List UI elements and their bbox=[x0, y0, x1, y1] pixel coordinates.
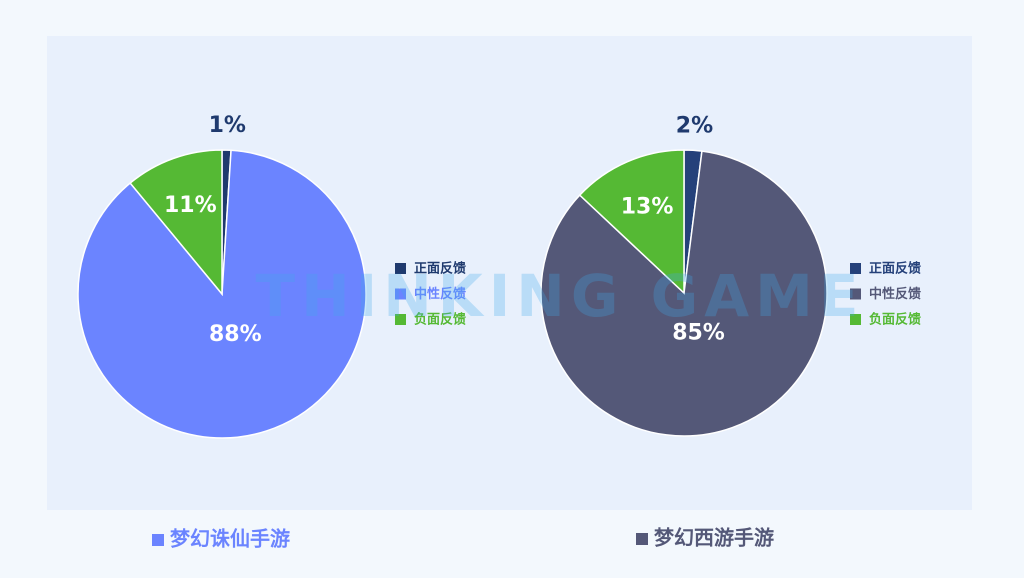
chart-title: 梦幻诛仙手游 bbox=[170, 527, 290, 551]
legend-swatch bbox=[850, 314, 861, 325]
watermark: THINKING GAME bbox=[256, 262, 865, 330]
chart-title: 梦幻西游手游 bbox=[654, 526, 774, 550]
slice-label: 11% bbox=[164, 193, 217, 218]
legend-label: 中性反馈 bbox=[869, 286, 921, 302]
slice-label: 88% bbox=[209, 322, 262, 347]
pie-slice bbox=[129, 149, 223, 297]
slice-label: 1% bbox=[209, 113, 246, 138]
legend-swatch bbox=[850, 263, 861, 274]
title-marker bbox=[636, 533, 648, 545]
legend-label: 负面反馈 bbox=[414, 312, 466, 328]
legend-swatch bbox=[395, 314, 406, 325]
slice-label: 2% bbox=[676, 113, 713, 138]
slice-label: 85% bbox=[672, 320, 725, 345]
pie-slice bbox=[578, 149, 685, 295]
legend-swatch bbox=[850, 288, 861, 300]
legend-label: 正面反馈 bbox=[869, 261, 921, 277]
legend-label: 负面反馈 bbox=[869, 312, 921, 328]
title-marker bbox=[152, 534, 164, 546]
legend-label: 中性反馈 bbox=[414, 286, 466, 302]
legend-swatch bbox=[395, 263, 406, 274]
slice-label: 13% bbox=[621, 195, 674, 220]
legend-label: 正面反馈 bbox=[414, 261, 466, 277]
legend-swatch bbox=[395, 288, 406, 300]
